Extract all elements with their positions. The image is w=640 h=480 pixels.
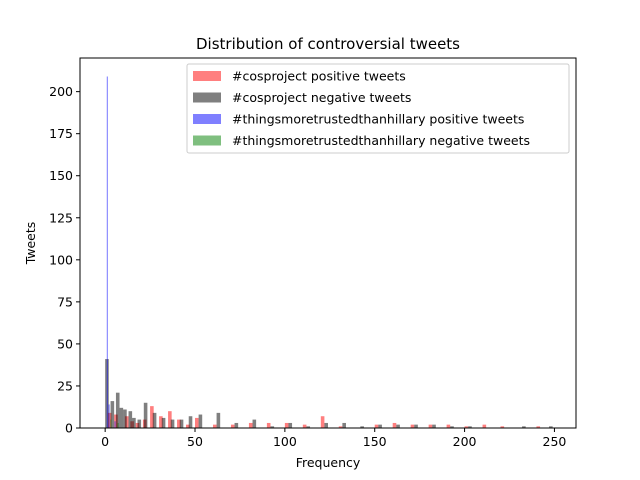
legend-swatch-2 xyxy=(193,114,221,124)
bar-series-0-point-28 xyxy=(536,426,541,428)
legend-label-1: #cosproject negative tweets xyxy=(232,90,411,105)
bar-series-1-point-9 xyxy=(152,412,157,428)
bar-series-0-point-25 xyxy=(464,426,469,428)
bar-series-1-point-22 xyxy=(342,422,346,428)
bar-series-0-point-16 xyxy=(284,422,289,428)
bar-series-1-point-28 xyxy=(450,426,454,428)
legend-box xyxy=(186,63,570,154)
bar-series-0-point-7 xyxy=(159,416,163,428)
x-axis: 0 50 100 150 200 250 xyxy=(101,428,566,449)
bar-series-1-point-13 xyxy=(188,416,193,428)
bar-series-1-point-19 xyxy=(288,422,293,428)
legend-label-0: #cosproject positive tweets xyxy=(232,69,406,84)
bar-series-1-point-10 xyxy=(161,417,166,428)
y-tick-label-7: 175 xyxy=(49,126,73,141)
bar-series-1-point-15 xyxy=(216,412,221,428)
bar-series-0-point-20 xyxy=(374,424,379,428)
bar-series-0-point-15 xyxy=(266,422,271,428)
bar-series-1-point-20 xyxy=(306,426,311,428)
y-axis: 0 25 50 75 100 125 150 175 200 xyxy=(49,84,80,436)
bar-series-2-point-2 xyxy=(114,421,116,428)
y-axis-title: Tweets xyxy=(23,222,38,266)
bar-series-0-point-10 xyxy=(186,424,190,428)
bar-series-1-point-5 xyxy=(128,411,133,428)
bar-series-0-point-19 xyxy=(338,426,343,428)
bar-series-0-point-13 xyxy=(230,424,235,428)
bar-series-0-point-14 xyxy=(248,422,253,428)
x-axis-title: Frequency xyxy=(296,455,361,470)
bar-series-0-point-22 xyxy=(410,424,415,428)
bar-series-1-point-6 xyxy=(132,417,136,428)
bar-series-2-point-0 xyxy=(106,76,108,428)
bar-series-1-point-8 xyxy=(143,402,148,428)
bar-series-1-point-29 xyxy=(468,426,472,428)
x-tick-label-2: 100 xyxy=(273,434,297,449)
bar-series-1-point-24 xyxy=(378,424,382,428)
bar-series-1-point-18 xyxy=(270,426,275,428)
x-tick-label-4: 200 xyxy=(453,434,477,449)
bar-series-3-point-1 xyxy=(117,422,119,428)
bar-series-1-point-1 xyxy=(110,401,115,428)
bar-series-1-point-4 xyxy=(123,409,127,428)
bar-series-1-point-31 xyxy=(549,426,553,428)
bar-series-1-point-14 xyxy=(198,414,203,428)
y-tick-label-5: 125 xyxy=(49,210,73,225)
bar-series-1-point-17 xyxy=(252,419,257,428)
y-tick-label-2: 50 xyxy=(57,336,73,351)
bar-series-1-point-7 xyxy=(137,419,142,428)
bars-layer xyxy=(105,76,553,428)
y-tick-label-8: 200 xyxy=(49,84,73,99)
x-tick-label-5: 250 xyxy=(543,434,567,449)
plot-frame xyxy=(79,57,577,429)
bar-series-0-point-11 xyxy=(195,417,199,428)
bar-series-0-point-9 xyxy=(177,419,181,428)
bar-series-0-point-6 xyxy=(150,406,154,428)
legend: #cosproject positive tweets #cosproject n… xyxy=(186,63,570,154)
bar-series-1-point-12 xyxy=(179,419,184,428)
bar-series-0-point-21 xyxy=(392,422,397,428)
bar-series-0-point-12 xyxy=(212,424,217,428)
y-tick-label-6: 150 xyxy=(49,168,73,183)
x-tick-label-1: 50 xyxy=(187,434,203,449)
legend-swatch-0 xyxy=(193,71,221,81)
bar-series-0-point-8 xyxy=(168,411,172,428)
y-tick-label-0: 0 xyxy=(65,421,73,436)
bar-series-1-point-21 xyxy=(324,422,328,428)
bar-series-0-point-23 xyxy=(428,424,433,428)
legend-swatch-1 xyxy=(193,92,221,103)
bar-series-0-point-26 xyxy=(482,424,487,428)
bar-series-0-point-18 xyxy=(320,416,325,428)
x-tick-label-3: 150 xyxy=(363,434,387,449)
y-tick-label-3: 75 xyxy=(57,294,73,309)
legend-swatch-3 xyxy=(193,135,221,146)
bar-series-1-point-23 xyxy=(360,426,364,428)
y-tick-label-4: 100 xyxy=(49,252,73,267)
bar-series-1-point-25 xyxy=(396,424,400,428)
bar-series-2-point-1 xyxy=(108,404,110,428)
bar-series-1-point-3 xyxy=(119,407,124,428)
bar-series-1-point-16 xyxy=(234,422,239,428)
bar-series-0-point-27 xyxy=(500,426,505,428)
bar-series-1-point-11 xyxy=(170,419,175,428)
legend-label-3: #thingsmoretrustedthanhillary negative t… xyxy=(232,133,530,148)
bar-series-0-point-2 xyxy=(124,416,129,428)
bar-series-1-point-30 xyxy=(522,426,526,428)
chart-title: Distribution of controversial tweets xyxy=(196,35,460,53)
bar-series-1-point-26 xyxy=(414,424,418,428)
bar-series-1-point-27 xyxy=(432,424,436,428)
legend-label-2: #thingsmoretrustedthanhillary positive t… xyxy=(232,112,524,127)
bar-series-0-point-17 xyxy=(302,424,307,428)
y-tick-label-1: 25 xyxy=(57,378,73,393)
x-tick-label-0: 0 xyxy=(101,434,109,449)
bar-series-3-point-0 xyxy=(110,419,112,428)
bar-series-1-point-2 xyxy=(115,392,120,428)
bar-series-0-point-24 xyxy=(446,424,451,428)
